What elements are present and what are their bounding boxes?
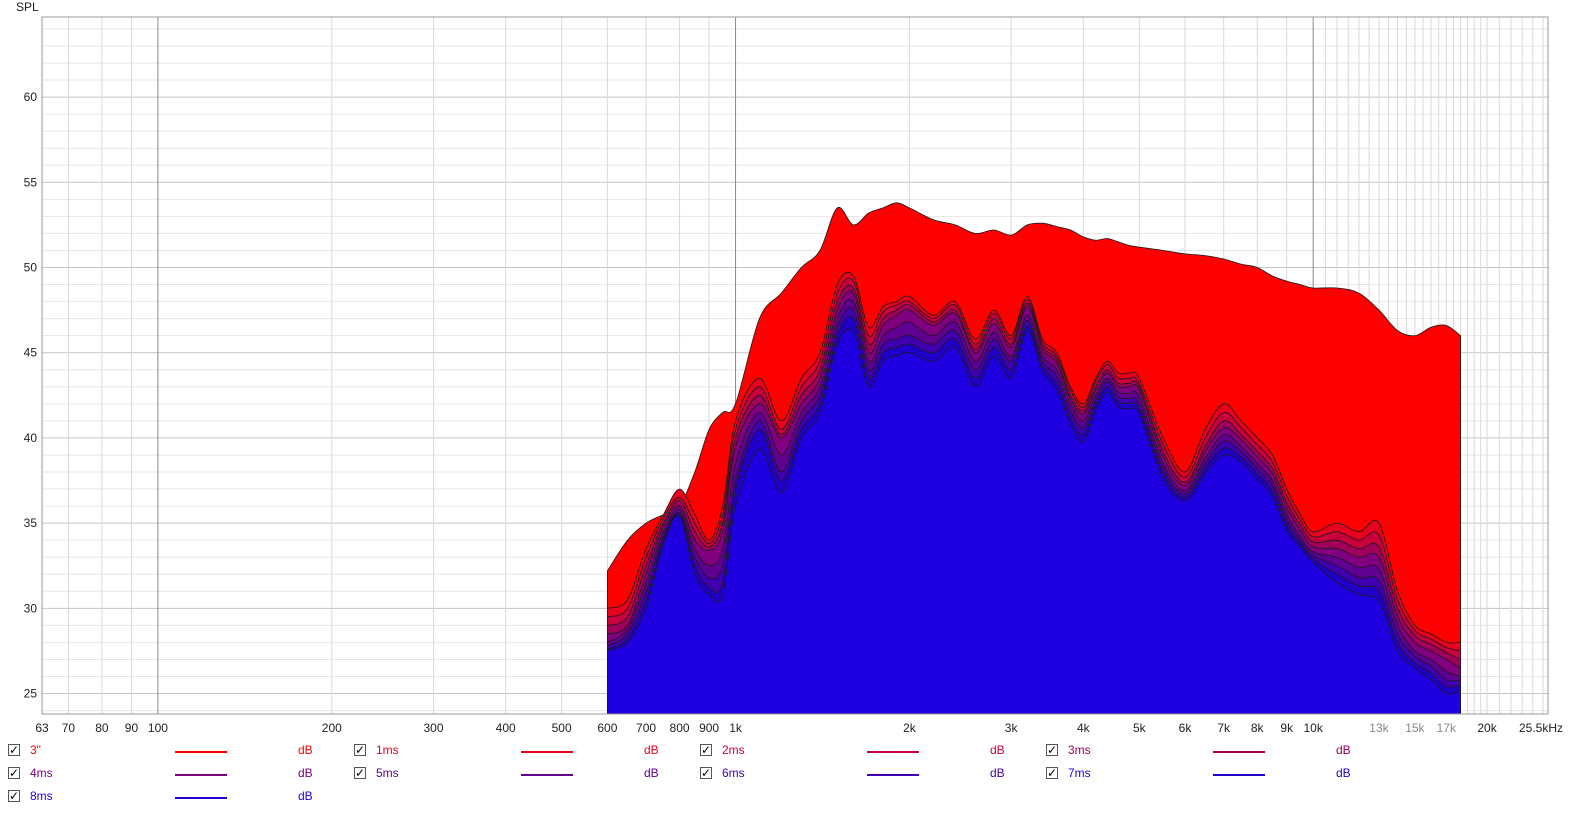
legend-unit: dB (298, 766, 313, 780)
y-tick-label: 60 (24, 90, 38, 104)
legend-item[interactable]: ✓ 2ms dB (700, 742, 1030, 762)
y-tick-label: 45 (24, 346, 38, 360)
x-tick-label: 800 (670, 721, 690, 735)
y-tick-label: 35 (24, 516, 38, 530)
legend-unit: dB (1336, 766, 1351, 780)
legend-checkbox[interactable]: ✓ (8, 789, 20, 803)
legend-series-name: 2ms (722, 743, 745, 757)
legend-unit: dB (644, 743, 659, 757)
legend-line-swatch (1213, 751, 1265, 753)
legend-checkbox[interactable]: ✓ (8, 766, 20, 780)
spl-waterfall-chart: SPL 25 30 35 40 45 50 55 60 63 70 80 90 100 200 300 40… (16, 0, 1563, 735)
legend-unit: dB (298, 789, 313, 803)
legend-item[interactable]: ✓ 5ms dB (354, 765, 684, 785)
legend-series-name: 4ms (30, 766, 53, 780)
legend-line-swatch (521, 751, 573, 753)
series-areas (607, 202, 1461, 715)
legend-checkbox[interactable]: ✓ (354, 766, 366, 780)
legend-item[interactable]: ✓ 3ms dB (1046, 742, 1376, 762)
legend-line-swatch (521, 774, 573, 776)
legend-series-name: 3" (30, 743, 41, 757)
y-axis-label: SPL (16, 0, 39, 14)
x-tick-label: 20k (1477, 721, 1497, 735)
x-tick-label: 500 (552, 721, 572, 735)
x-tick-label: 10k (1303, 721, 1323, 735)
y-tick-label: 50 (24, 261, 38, 275)
x-tick-label: 400 (496, 721, 516, 735)
x-tick-label: 2k (903, 721, 917, 735)
plot-frame (41, 16, 1549, 715)
x-tick-label: 15k (1405, 721, 1425, 735)
legend-checkbox[interactable]: ✓ (700, 743, 712, 757)
x-tick-label: 4k (1077, 721, 1091, 735)
legend-unit: dB (298, 743, 313, 757)
y-tick-label: 30 (24, 601, 38, 615)
legend-series-name: 5ms (376, 766, 399, 780)
legend-line-swatch (175, 797, 227, 799)
legend-item[interactable]: ✓ 7ms dB (1046, 765, 1376, 785)
x-tick-label: 8k (1251, 721, 1265, 735)
legend-series-name: 8ms (30, 789, 53, 803)
y-tick-labels: 25 30 35 40 45 50 55 60 (24, 90, 38, 700)
legend-item[interactable]: ✓ 6ms dB (700, 765, 1030, 785)
legend-checkbox[interactable]: ✓ (8, 743, 20, 757)
x-tick-label: 9k (1280, 721, 1294, 735)
x-tick-label: 100 (148, 721, 168, 735)
x-tick-label: 700 (636, 721, 656, 735)
x-tick-label: 300 (423, 721, 443, 735)
y-tick-label: 40 (24, 431, 38, 445)
legend-checkbox[interactable]: ✓ (1046, 766, 1058, 780)
legend-series-name: 6ms (722, 766, 745, 780)
legend-series-name: 1ms (376, 743, 399, 757)
legend-line-swatch (867, 751, 919, 753)
x-tick-label: 900 (699, 721, 719, 735)
x-tick-label: 17k (1437, 721, 1457, 735)
legend-line-swatch (175, 774, 227, 776)
x-tick-labels: 63 70 80 90 100 200 300 400 500 600 700 800 900 1k 2k 3… (35, 721, 1563, 735)
x-tick-label: 200 (322, 721, 342, 735)
x-tick-label: 5k (1133, 721, 1147, 735)
x-tick-label: 600 (597, 721, 617, 735)
legend-series-name: 3ms (1068, 743, 1091, 757)
x-tick-label: 70 (62, 721, 76, 735)
y-tick-label: 25 (24, 687, 38, 701)
legend-checkbox[interactable]: ✓ (354, 743, 366, 757)
x-tick-label: 25.5kHz (1519, 721, 1563, 735)
legend-unit: dB (990, 743, 1005, 757)
legend-item[interactable]: ✓ 8ms dB (8, 788, 338, 808)
x-tick-label: 63 (35, 721, 49, 735)
x-tick-label: 6k (1179, 721, 1193, 735)
legend-unit: dB (990, 766, 1005, 780)
legend-unit: dB (1336, 743, 1351, 757)
x-tick-label: 1k (729, 721, 743, 735)
legend-line-swatch (867, 774, 919, 776)
y-tick-label: 55 (24, 175, 38, 189)
legend-item[interactable]: ✓ 4ms dB (8, 765, 338, 785)
series-area-9 (607, 328, 1461, 715)
x-tick-label: 7k (1217, 721, 1231, 735)
x-tick-label: 90 (125, 721, 139, 735)
x-tick-label: 13k (1369, 721, 1389, 735)
legend-checkbox[interactable]: ✓ (1046, 743, 1058, 757)
legend-line-swatch (175, 751, 227, 753)
x-tick-label: 80 (95, 721, 109, 735)
legend-unit: dB (644, 766, 659, 780)
legend-item[interactable]: ✓ 1ms dB (354, 742, 684, 762)
legend-series-name: 7ms (1068, 766, 1091, 780)
legend-item[interactable]: ✓ 3" dB (8, 742, 338, 762)
legend-checkbox[interactable]: ✓ (700, 766, 712, 780)
legend-line-swatch (1213, 774, 1265, 776)
x-tick-label: 3k (1005, 721, 1019, 735)
legend: ✓ 3" dB ✓ 1ms dB ✓ 2ms dB ✓ 3ms dB ✓ 4ms dB ✓ 5ms dB ✓ 6ms d… (0, 742, 1592, 826)
